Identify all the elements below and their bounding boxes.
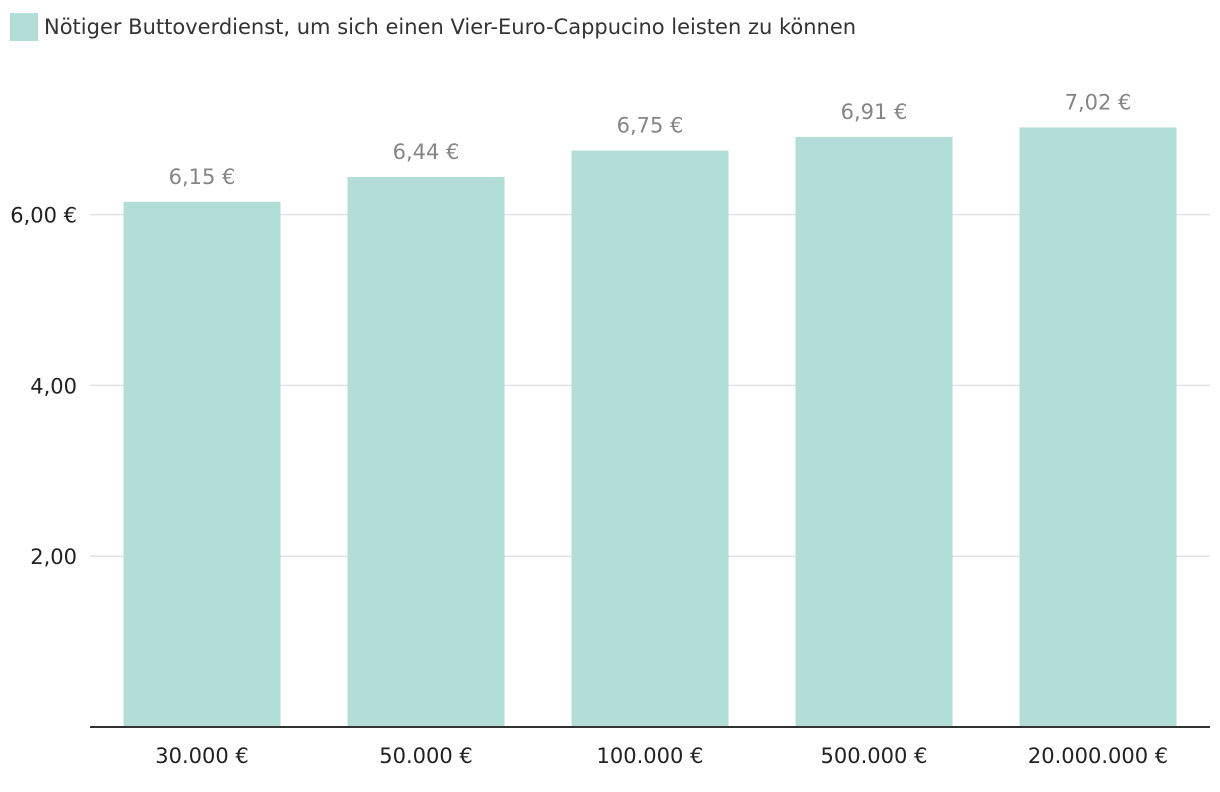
x-tick-label: 500.000 € [821,744,928,768]
bar-value-label: 6,15 € [169,165,236,189]
bar-value-label: 6,75 € [617,114,684,138]
y-tick-label: 6,00 € [10,204,77,228]
legend: Nötiger Buttoverdienst, um sich einen Vi… [10,12,856,42]
y-tick-label: 4,00 [30,374,77,398]
x-tick-label: 20.000.000 € [1028,744,1168,768]
bar-value-label: 7,02 € [1065,90,1132,114]
bar [347,177,505,728]
bar [795,136,953,728]
legend-label: Nötiger Buttoverdienst, um sich einen Vi… [44,15,857,39]
bar [123,201,281,728]
y-tick-label: 2,00 [30,545,77,569]
bar [571,150,729,728]
legend-swatch [10,13,38,41]
x-tick-label: 30.000 € [155,744,249,768]
x-tick-label: 100.000 € [597,744,704,768]
bar-value-label: 6,91 € [841,100,908,124]
bar-value-label: 6,44 € [393,140,460,164]
x-tick-label: 50.000 € [379,744,473,768]
bar [1019,127,1177,727]
